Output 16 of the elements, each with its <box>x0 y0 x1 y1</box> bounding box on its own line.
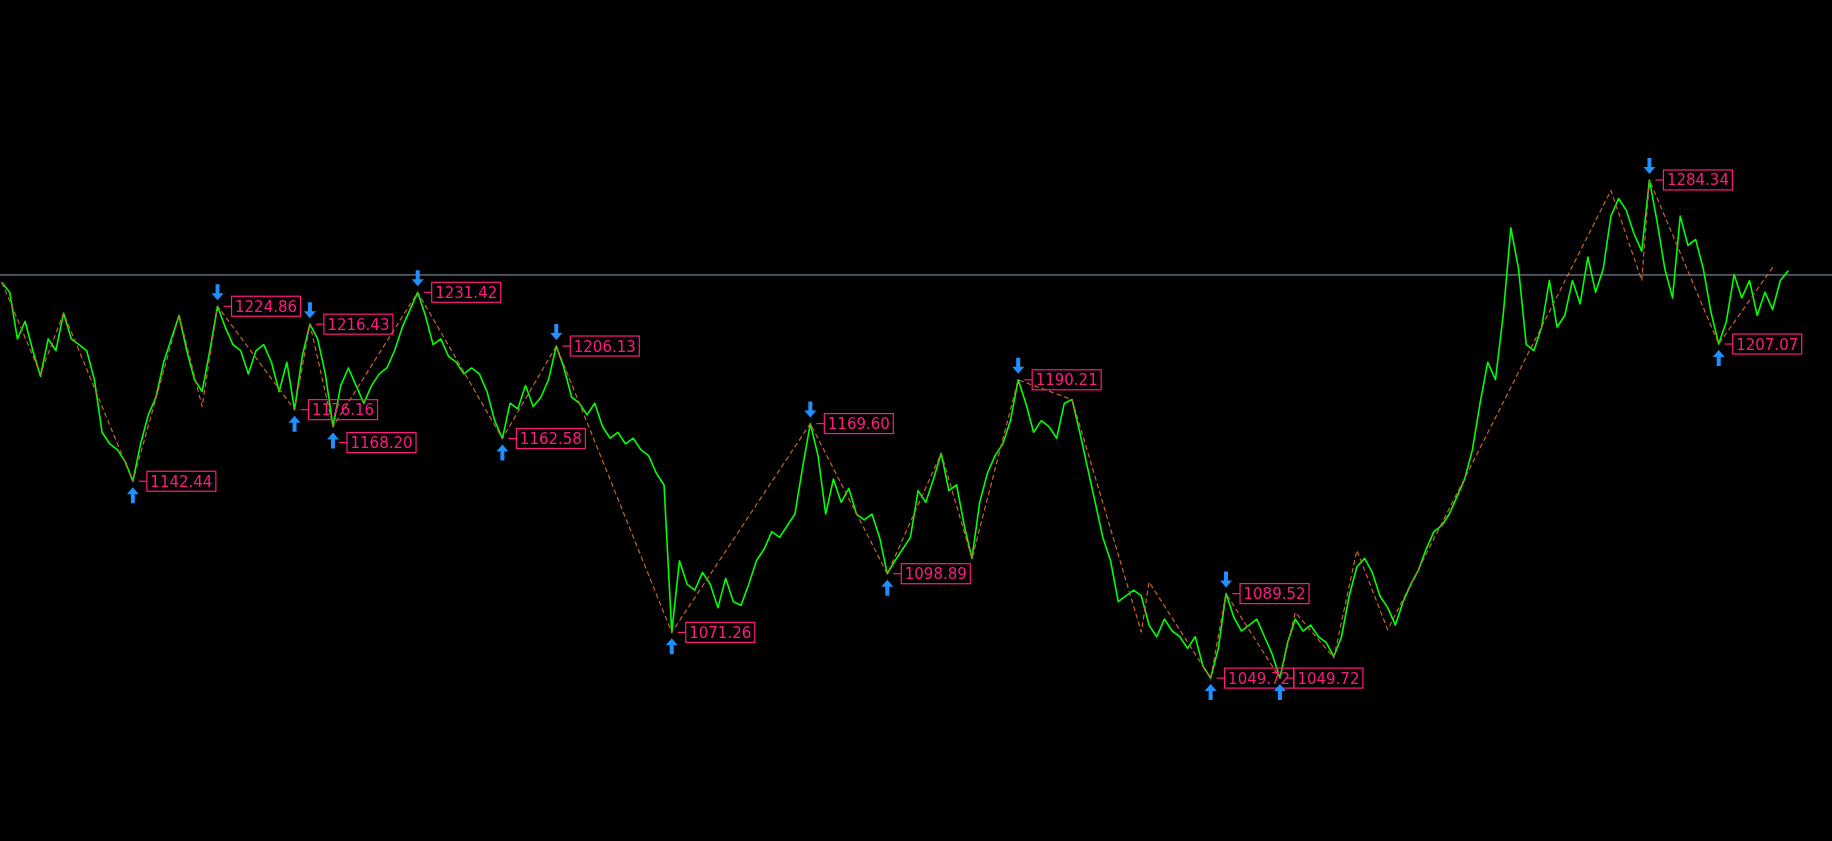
data-label: 1049.72 <box>1297 669 1360 688</box>
data-label: 1231.42 <box>435 283 498 302</box>
data-label: 1089.52 <box>1243 585 1306 604</box>
data-label: 1224.86 <box>235 297 298 316</box>
data-label: 1284.34 <box>1666 171 1729 190</box>
data-label: 1216.43 <box>327 315 390 334</box>
data-label: 1142.44 <box>150 472 213 491</box>
data-label: 1049.72 <box>1228 669 1291 688</box>
data-label: 1168.20 <box>350 434 413 453</box>
data-label: 1162.58 <box>519 429 582 448</box>
data-label: 1071.26 <box>689 623 752 642</box>
data-label: 1206.13 <box>573 337 636 356</box>
data-label: 1098.89 <box>904 565 967 584</box>
data-label: 1190.21 <box>1035 371 1098 390</box>
data-label: 1169.60 <box>827 415 890 434</box>
data-label: 1207.07 <box>1736 335 1799 354</box>
